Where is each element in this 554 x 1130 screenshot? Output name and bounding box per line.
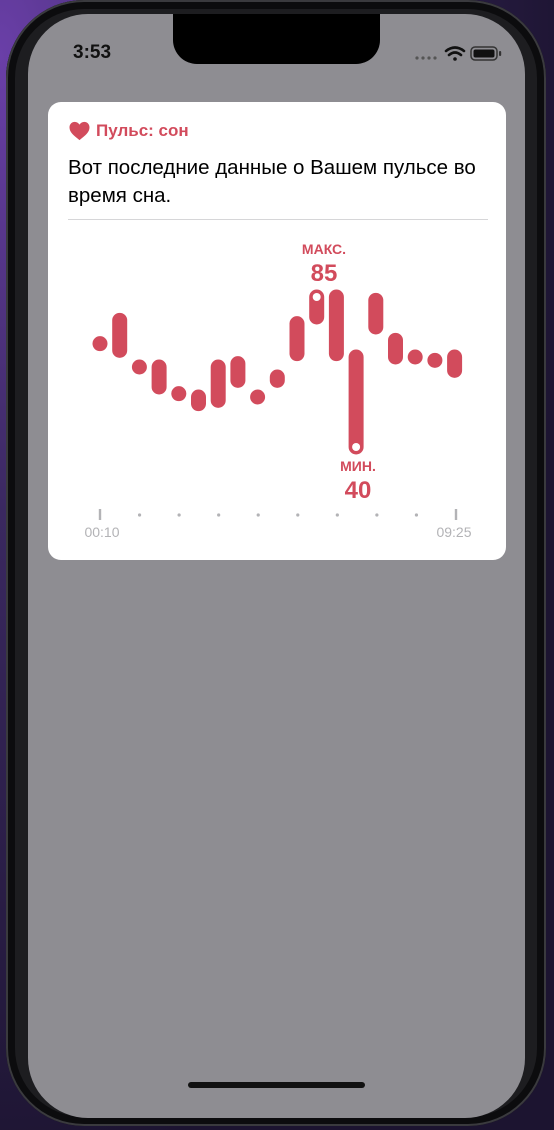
- x-label-start: 00:10: [84, 524, 119, 540]
- x-axis-minor-tick: [256, 513, 260, 517]
- range-bar: [151, 359, 167, 395]
- status-time: 3:53: [73, 42, 112, 63]
- x-axis-major-tick: [454, 509, 458, 520]
- x-axis-minor-tick: [335, 513, 339, 517]
- range-bar: [427, 352, 443, 368]
- range-bar: [131, 359, 147, 375]
- range-bar: [250, 389, 266, 405]
- x-axis-minor-tick: [217, 513, 221, 517]
- battery-icon: [470, 46, 502, 61]
- range-bar: [191, 389, 206, 412]
- range-bar: [447, 349, 463, 378]
- x-label-end: 09:25: [436, 524, 471, 540]
- min-marker: [352, 443, 361, 451]
- range-bar: [407, 349, 423, 365]
- min-value: 40: [345, 477, 372, 504]
- range-bar: [171, 386, 187, 402]
- range-bar: [269, 369, 285, 388]
- home-indicator[interactable]: [188, 1082, 365, 1088]
- max-label: МАКС.: [302, 241, 346, 257]
- status-icons: [413, 44, 513, 66]
- heart-icon: [69, 121, 90, 141]
- range-bar: [230, 356, 246, 388]
- range-bar: [388, 332, 403, 365]
- min-label: МИН.: [340, 458, 376, 474]
- max-marker: [312, 293, 321, 301]
- wifi-icon: [444, 46, 466, 61]
- range-bar: [328, 289, 344, 362]
- cellular-signal-icon: [415, 56, 437, 60]
- card-message: Вот последние данные о Вашем пульсе во в…: [68, 156, 476, 207]
- x-axis-minor-tick: [296, 513, 300, 517]
- heart-rate-notification-card[interactable]: Пульс: сон Вот последние данные о Вашем …: [48, 102, 506, 560]
- phone-screen: 3:53 Пульс: со: [28, 14, 525, 1118]
- range-bar: [348, 349, 364, 455]
- x-axis-major-tick: [98, 509, 102, 520]
- range-bar: [289, 316, 305, 362]
- range-bar: [210, 359, 226, 408]
- heart-rate-chart: МАКС. 85 МИН. 40 00:10 09:25: [84, 241, 471, 540]
- x-axis-minor-tick: [414, 513, 419, 517]
- max-value: 85: [311, 260, 338, 287]
- range-bar: [92, 336, 108, 352]
- range-bar: [368, 292, 384, 335]
- notch: [173, 14, 380, 64]
- x-axis-minor-tick: [137, 513, 142, 517]
- range-bar: [112, 312, 128, 358]
- card-category: Пульс: сон: [96, 121, 189, 140]
- divider: [68, 219, 488, 220]
- x-axis-minor-tick: [177, 513, 181, 517]
- x-axis-minor-tick: [375, 513, 379, 517]
- card-header: Пульс: сон: [68, 121, 189, 141]
